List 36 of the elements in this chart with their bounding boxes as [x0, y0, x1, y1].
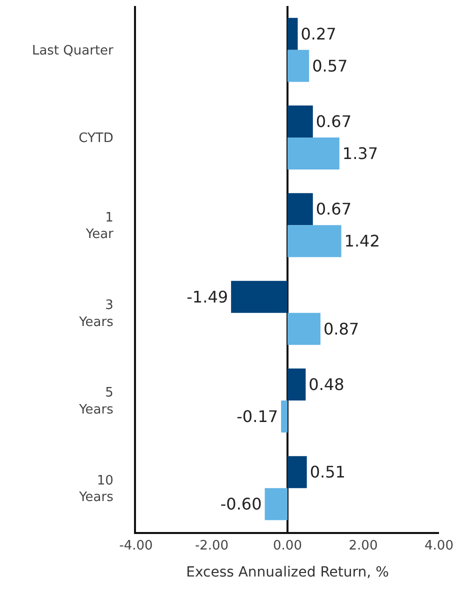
x-tick-label: 2.00: [348, 538, 378, 554]
y-tick-label: 1 Year: [84, 210, 114, 242]
data-label: 0.27: [300, 24, 336, 44]
bar: [288, 50, 310, 82]
y-tick-label: Last Quarter: [32, 43, 114, 58]
bar: [288, 18, 298, 50]
data-label: 0.67: [316, 112, 352, 131]
data-label: 1.42: [344, 232, 380, 251]
x-tick-label: 0.00: [273, 538, 302, 554]
bar: [231, 280, 288, 313]
data-label: 0.57: [312, 56, 348, 76]
bar: [288, 368, 306, 400]
data-label: 0.48: [308, 375, 344, 394]
x-axis-title: Excess Annualized Return, %: [186, 564, 389, 580]
x-tick-label: 4.00: [424, 538, 454, 554]
data-label: -0.60: [220, 494, 262, 514]
x-tick-label: -2.00: [194, 538, 229, 554]
data-label: 0.51: [310, 462, 346, 482]
data-label: 1.37: [342, 144, 378, 163]
data-label: -0.17: [236, 407, 278, 426]
bar: [288, 106, 313, 138]
y-tick-label: CYTD: [78, 131, 114, 146]
bar: [281, 400, 288, 432]
y-tick-label: 10 Years: [78, 473, 114, 506]
y-tick-label: 5 Years: [78, 386, 114, 418]
bar: [288, 138, 340, 170]
data-label: 0.87: [323, 319, 360, 338]
y-tick-label: 3 Years: [78, 298, 114, 330]
x-tick-label: -4.00: [119, 538, 153, 554]
bar: [288, 225, 342, 258]
data-label: -1.49: [186, 287, 228, 306]
bar: [288, 312, 320, 345]
data-label: 0.67: [316, 200, 352, 219]
bar: [288, 456, 307, 488]
bar: [264, 488, 288, 520]
bar: [288, 193, 313, 226]
